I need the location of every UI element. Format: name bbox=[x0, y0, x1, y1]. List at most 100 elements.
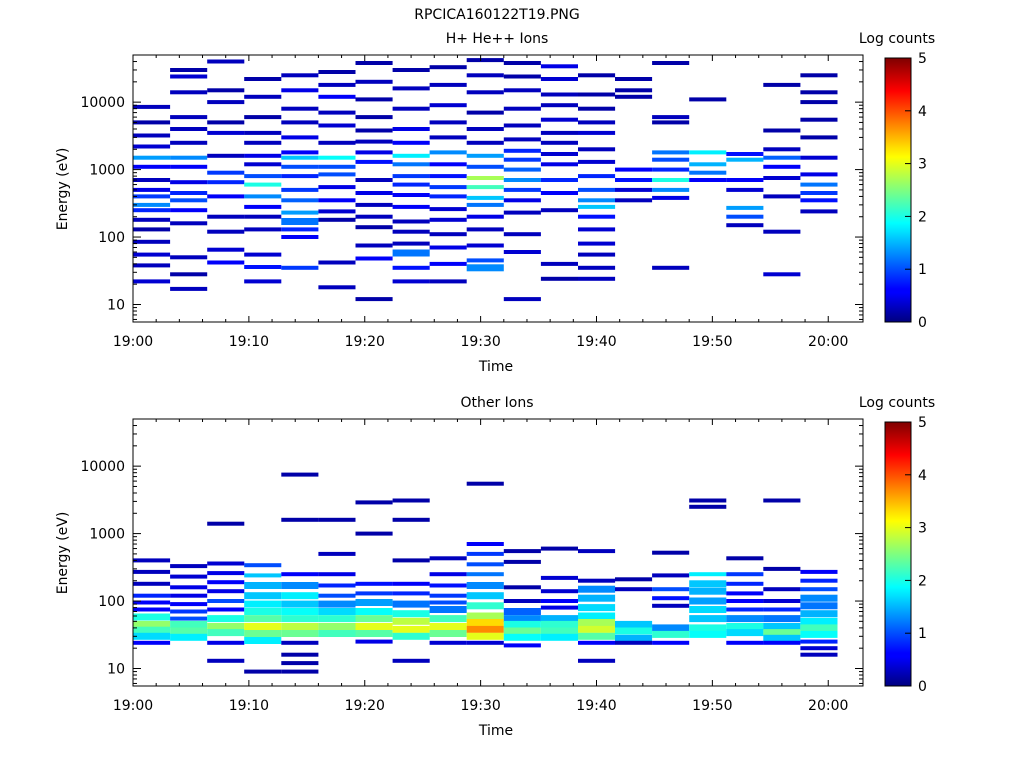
spectrogram-cell bbox=[503, 643, 541, 648]
spectrogram-cell bbox=[429, 245, 467, 250]
spectrogram-cell bbox=[355, 581, 393, 586]
spectrogram-cell bbox=[318, 517, 356, 522]
spectrogram-cell bbox=[392, 581, 430, 586]
panel2-colorbar bbox=[884, 421, 912, 687]
spectrogram-cell bbox=[578, 204, 616, 209]
spectrogram-cell bbox=[652, 150, 690, 155]
spectrogram-cell bbox=[318, 285, 356, 290]
spectrogram-cell bbox=[281, 615, 319, 623]
x-tick-label: 19:50 bbox=[692, 334, 732, 350]
spectrogram-cell bbox=[207, 130, 245, 135]
spectrogram-cell bbox=[578, 619, 616, 626]
spectrogram-cell bbox=[392, 265, 430, 270]
spectrogram-cell bbox=[726, 581, 764, 586]
spectrogram-cell bbox=[392, 182, 430, 187]
spectrogram-cell bbox=[133, 252, 171, 257]
spectrogram-cell bbox=[133, 607, 171, 612]
spectrogram-cell bbox=[503, 585, 541, 590]
spectrogram-cell bbox=[392, 219, 430, 224]
spectrogram-cell bbox=[689, 580, 727, 588]
spectrogram-cell bbox=[615, 620, 653, 628]
spectrogram-cell bbox=[133, 178, 171, 182]
spectrogram-cell bbox=[170, 191, 208, 195]
panel2-x-axis-label: Time bbox=[478, 723, 513, 739]
spectrogram-cell bbox=[652, 624, 690, 632]
spectrogram-cell bbox=[244, 615, 282, 623]
spectrogram-cell bbox=[318, 608, 356, 615]
y-tick-label: 10000 bbox=[80, 459, 125, 475]
spectrogram-cell bbox=[318, 172, 356, 177]
spectrogram-cell bbox=[392, 127, 430, 131]
spectrogram-cell bbox=[800, 209, 838, 214]
spectrogram-cell bbox=[355, 115, 393, 120]
spectrogram-cell bbox=[578, 73, 616, 78]
spectrogram-cell bbox=[318, 70, 356, 74]
spectrogram-cell bbox=[800, 155, 838, 160]
spectrogram-cell bbox=[170, 574, 208, 579]
spectrogram-cell bbox=[207, 629, 245, 637]
spectrogram-cell bbox=[170, 155, 208, 160]
panel-other-ions: Other Ions Log counts 19:00 19:10 19:20 19:… bbox=[55, 395, 935, 739]
spectrogram-cell bbox=[318, 155, 356, 160]
spectrogram-cell bbox=[578, 120, 616, 125]
spectrogram-cell bbox=[466, 127, 504, 131]
spectrogram-cell bbox=[429, 162, 467, 167]
spectrogram-cell bbox=[652, 167, 690, 172]
colorbar-tick-label: 1 bbox=[918, 262, 927, 278]
spectrogram-cell bbox=[726, 629, 764, 637]
spectrogram-cell bbox=[392, 498, 430, 503]
spectrogram-cell bbox=[689, 572, 727, 577]
panel1-colorbar-label: Log counts bbox=[859, 31, 935, 47]
spectrogram-cell bbox=[503, 157, 541, 162]
spectrogram-cell bbox=[355, 61, 393, 65]
spectrogram-cell bbox=[540, 208, 578, 213]
spectrogram-cell bbox=[578, 227, 616, 232]
spectrogram-cell bbox=[763, 82, 801, 87]
spectrogram-cell bbox=[503, 178, 541, 182]
y-tick-label: 100 bbox=[98, 230, 125, 246]
panel1-y-axis-label: Energy (eV) bbox=[55, 148, 71, 231]
spectrogram-cell bbox=[244, 573, 282, 578]
spectrogram-cell bbox=[578, 585, 616, 593]
spectrogram-cell bbox=[800, 617, 838, 625]
spectrogram-cell bbox=[503, 148, 541, 153]
spectrogram-cell bbox=[207, 170, 245, 175]
spectrogram-cell bbox=[244, 608, 282, 615]
spectrogram-cell bbox=[355, 256, 393, 261]
spectrogram-cell bbox=[652, 630, 690, 638]
spectrogram-cell bbox=[540, 546, 578, 551]
spectrogram-cell bbox=[800, 639, 838, 644]
spectrogram-cell bbox=[763, 147, 801, 152]
x-tick-label: 19:20 bbox=[345, 334, 385, 350]
spectrogram-cell bbox=[726, 640, 764, 645]
spectrogram-cell bbox=[763, 599, 801, 603]
spectrogram-cell bbox=[578, 147, 616, 152]
colorbar-tick-label: 1 bbox=[918, 626, 927, 642]
spectrogram-cell bbox=[133, 120, 171, 125]
spectrogram-cell bbox=[244, 623, 282, 630]
spectrogram-cell bbox=[800, 624, 838, 632]
spectrogram-cell bbox=[207, 153, 245, 158]
spectrogram-cell bbox=[207, 521, 245, 526]
spectrogram-cell bbox=[652, 596, 690, 601]
spectrogram-cell bbox=[429, 174, 467, 179]
spectrogram-cell bbox=[466, 562, 504, 567]
panel1-axes: 19:00 19:10 19:20 19:30 19:40 19:50 20:00 10 100… bbox=[80, 54, 863, 350]
spectrogram-cell bbox=[800, 172, 838, 177]
y-tick-label: 1000 bbox=[89, 163, 125, 179]
spectrogram-cell bbox=[466, 572, 504, 577]
x-tick-label: 19:50 bbox=[692, 698, 732, 714]
spectrogram-cell bbox=[355, 531, 393, 536]
spectrogram-cell bbox=[133, 569, 171, 574]
spectrogram-cell bbox=[170, 164, 208, 169]
spectrogram-cell bbox=[281, 630, 319, 637]
spectrogram-cell bbox=[540, 615, 578, 623]
spectrogram-cell bbox=[763, 128, 801, 133]
x-tick-label: 19:00 bbox=[113, 334, 153, 350]
panel1-title: H+ He++ Ions bbox=[446, 31, 549, 47]
spectrogram-cell bbox=[466, 592, 504, 600]
spectrogram-cell bbox=[466, 164, 504, 169]
spectrogram-cell bbox=[281, 120, 319, 125]
spectrogram-cell bbox=[170, 286, 208, 291]
spectrogram-cell bbox=[429, 606, 467, 613]
